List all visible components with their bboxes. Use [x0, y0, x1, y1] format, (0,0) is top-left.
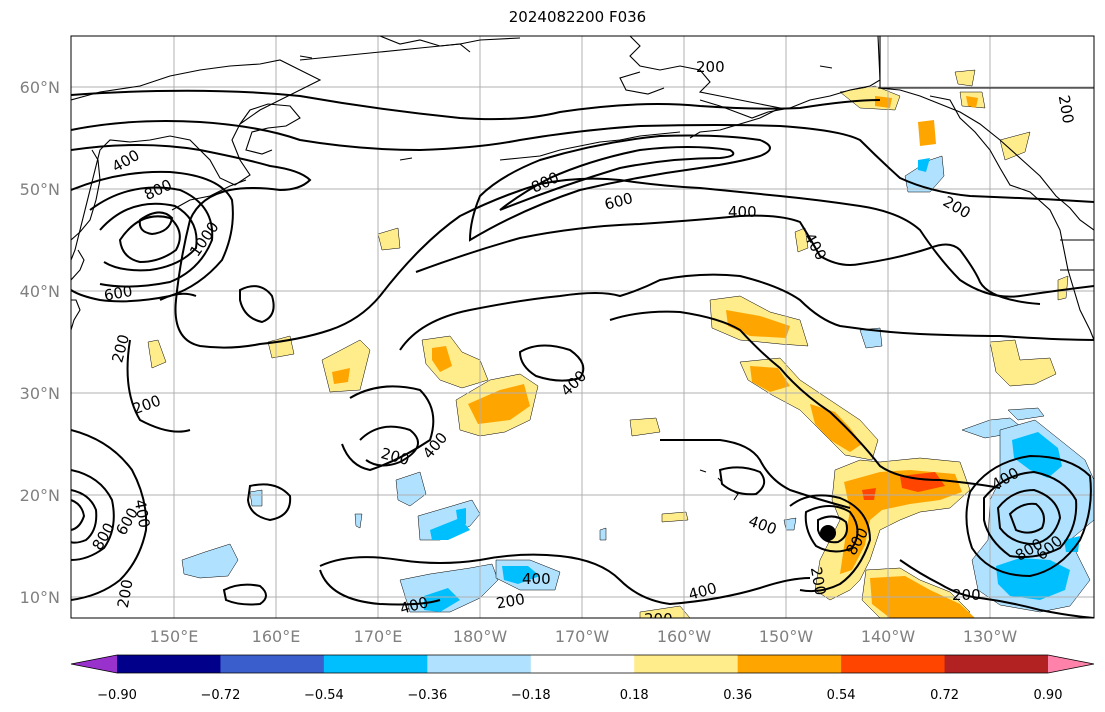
contour-label-400-central: 400 — [728, 203, 757, 221]
contour-label-400-south2: 400 — [522, 570, 551, 588]
lat-label-30: 30°N — [20, 384, 60, 403]
colorbar-segment — [323, 655, 428, 673]
colorbar-tick-label: −0.36 — [407, 688, 447, 703]
colorbar-segment — [427, 655, 532, 673]
colorbar-tick-label: 0.18 — [620, 688, 649, 703]
colorbar-segment — [841, 655, 946, 673]
colorbar-tick-label: −0.72 — [201, 688, 241, 703]
contour-label-200-se: 200 — [952, 586, 981, 604]
colorbar-segment — [530, 655, 635, 673]
contour-lines — [71, 89, 1094, 618]
shaded-anomaly-layer — [147, 69, 1094, 618]
lat-label-20: 20°N — [20, 486, 60, 505]
contour-label-200-ne: 200 — [1055, 94, 1078, 125]
lat-label-50: 50°N — [20, 180, 60, 199]
contour-label-200-south: 200 — [495, 590, 526, 613]
contour-label-200-north: 200 — [696, 58, 725, 76]
colorbar-segment — [737, 655, 842, 673]
latitude-labels: 60°N 50°N 40°N 30°N 20°N 10°N — [20, 78, 60, 607]
lon-label-160e: 160°E — [252, 627, 301, 646]
lon-label-180w: 180°W — [453, 627, 508, 646]
colorbar-tick-label: 0.72 — [930, 688, 959, 703]
lat-label-60: 60°N — [20, 78, 60, 97]
graticule — [71, 36, 1094, 618]
contour-label-600-west: 600 — [103, 282, 134, 305]
colorbar-extend-high — [1048, 655, 1094, 673]
lat-label-10: 10°N — [20, 588, 60, 607]
map-title: 2024082200 F036 — [508, 8, 647, 26]
colorbar-tick-labels: −0.90 −0.72 −0.54 −0.36 −0.18 0.18 0.36 0.54 0.7… — [97, 688, 1062, 703]
colorbar-tick-label: −0.18 — [511, 688, 551, 703]
colorbar-tick-label: −0.90 — [97, 688, 137, 703]
contour-label-200-sw: 200 — [114, 578, 137, 609]
colorbar-tick-label: −0.54 — [304, 688, 344, 703]
lon-label-160w: 160°W — [657, 627, 712, 646]
lon-label-150w: 150°W — [759, 627, 814, 646]
contour-label-200-low: 200 — [807, 565, 830, 596]
colorbar-segment — [220, 655, 325, 673]
colorbar-tick-label: 0.90 — [1034, 688, 1063, 703]
map-frame — [70, 35, 1095, 619]
lon-label-170e: 170°E — [354, 627, 403, 646]
colorbar-tick-label: 0.36 — [723, 688, 752, 703]
longitude-labels: 150°E 160°E 170°E 180°W 170°W 160°W 150°… — [150, 627, 1018, 646]
contour-label-200-bottom: 200 — [644, 610, 673, 628]
lon-label-170w: 170°W — [555, 627, 610, 646]
colorbar-tick-label: 0.54 — [827, 688, 856, 703]
colorbar-extend-low — [71, 655, 117, 673]
storm-position-marker — [820, 525, 836, 541]
lon-label-140w: 140°W — [861, 627, 916, 646]
lat-label-40: 40°N — [20, 282, 60, 301]
lon-label-150e: 150°E — [150, 627, 199, 646]
coastlines — [71, 36, 1094, 501]
colorbar — [70, 654, 1095, 674]
colorbar-segment — [117, 655, 221, 673]
colorbar-outline — [70, 654, 1095, 674]
contour-label-400-sw: 400 — [131, 498, 154, 529]
lon-label-130w: 130°W — [963, 627, 1018, 646]
colorbar-segment — [634, 655, 739, 673]
colorbar-segment — [944, 655, 1049, 673]
